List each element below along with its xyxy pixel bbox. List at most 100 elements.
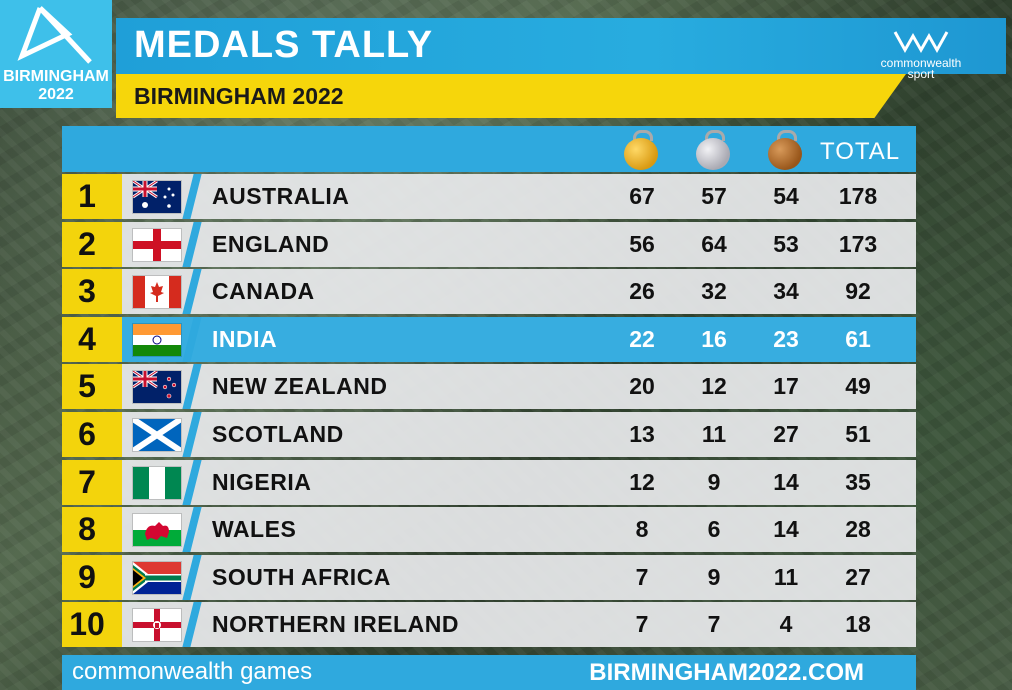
logo-city: BIRMINGHAM — [3, 68, 109, 85]
england-flag-icon — [132, 227, 182, 262]
gold-count: 67 — [629, 183, 655, 209]
bronze-count: 17 — [773, 373, 799, 400]
new-zealand-flag-icon — [132, 370, 182, 405]
silver-count: 9 — [707, 563, 721, 590]
bronze-count: 23 — [773, 325, 799, 352]
rank-cell: 9 — [62, 554, 122, 600]
table-row: 2 ENGLAND 56 64 53 173 — [62, 221, 916, 267]
row-body — [122, 554, 916, 600]
bronze-count: 4 — [779, 611, 793, 638]
gold-count: 20 — [629, 373, 655, 400]
footer-brand: commonwealth games — [72, 658, 313, 685]
rank-number: 10 — [69, 606, 105, 643]
bronze-count: 54 — [773, 183, 799, 209]
total-count: 178 — [838, 183, 878, 209]
australia-flag-icon — [132, 180, 182, 214]
row-body — [122, 459, 916, 505]
south-africa-flag-icon — [132, 560, 182, 595]
rank-cell: 1 — [62, 174, 122, 219]
logo-year: 2022 — [38, 86, 74, 103]
country-name: INDIA — [212, 325, 278, 352]
gold-medal-icon — [622, 130, 660, 170]
gold-count: 7 — [635, 563, 649, 590]
table-row: 6 SCOTLAND 13 11 27 51 — [62, 412, 916, 457]
silver-count: 32 — [701, 278, 727, 305]
footer-website-link[interactable]: BIRMINGHAM2022.COM — [589, 659, 864, 686]
rank-cell: 7 — [62, 459, 122, 505]
total-count: 18 — [845, 611, 871, 638]
table-row: 1 AUSTRALIA 67 57 54 178 — [62, 174, 916, 219]
bronze-count: 14 — [773, 468, 799, 495]
table-row: 9 SOUTH AFRICA 7 9 11 27 — [62, 554, 916, 600]
gold-count: 26 — [629, 278, 655, 305]
table-row: 3 CANADA 26 32 34 92 — [62, 269, 916, 315]
table-row: 8 WALES 8 6 14 28 — [62, 507, 916, 553]
silver-count: 11 — [701, 421, 727, 447]
silver-count: 6 — [707, 516, 721, 543]
row-body — [122, 221, 916, 267]
gold-count: 13 — [629, 421, 655, 447]
total-count: 49 — [845, 373, 871, 400]
country-name: SOUTH AFRICA — [212, 563, 391, 590]
total-count: 51 — [845, 421, 871, 447]
brand-line-2: sport — [907, 67, 935, 81]
silver-medal-icon — [694, 130, 732, 170]
silver-count: 64 — [701, 230, 727, 257]
page-title: MEDALS TALLY — [134, 24, 434, 66]
country-name: NEW ZEALAND — [212, 373, 388, 400]
bronze-medal-icon — [766, 130, 804, 170]
table-row: 10 NORTHERN IRELAND 7 7 4 18 — [62, 602, 916, 648]
silver-count: 16 — [701, 325, 727, 352]
row-body — [122, 316, 916, 362]
rank-number: 8 — [78, 511, 96, 548]
medals-table: TOTAL 1 AUSTRALIA 67 57 54 178 2 ENGLAND 56 64 53 1… — [62, 126, 916, 656]
rank-cell: 5 — [62, 364, 122, 410]
nigeria-flag-icon — [132, 465, 182, 500]
table-row: 5 NEW ZEALAND 20 12 17 49 — [62, 364, 916, 410]
games-logo-icon — [17, 6, 92, 64]
canada-flag-icon — [132, 275, 182, 310]
row-body — [122, 174, 916, 219]
bronze-count: 53 — [773, 230, 799, 257]
gold-count: 8 — [635, 516, 649, 543]
country-name: WALES — [212, 516, 297, 543]
rank-cell: 2 — [62, 221, 122, 267]
row-body — [122, 412, 916, 457]
bronze-count: 11 — [773, 563, 799, 590]
gold-count: 12 — [629, 468, 655, 495]
brand-line-1: commonwealth — [880, 56, 962, 70]
total-count: 92 — [845, 278, 871, 305]
silver-count: 57 — [701, 183, 727, 209]
birmingham-2022-logo: BIRMINGHAM 2022 — [0, 0, 112, 108]
total-count: 28 — [845, 516, 871, 543]
total-count: 27 — [845, 563, 871, 590]
subtitle-bar: BIRMINGHAM 2022 — [116, 74, 906, 118]
title-bar: MEDALS TALLY commonwealth sport — [116, 18, 1006, 80]
country-name: NIGERIA — [212, 468, 312, 495]
gold-count: 7 — [635, 611, 649, 638]
country-name: SCOTLAND — [212, 421, 344, 447]
northern-ireland-flag-icon — [132, 608, 182, 643]
rank-cell: 10 — [62, 602, 122, 648]
rank-cell: 8 — [62, 507, 122, 553]
country-name: AUSTRALIA — [212, 183, 350, 209]
page-subtitle: BIRMINGHAM 2022 — [134, 83, 344, 109]
country-name: CANADA — [212, 278, 315, 305]
rank-number: 4 — [78, 320, 96, 357]
gold-count: 22 — [629, 325, 655, 352]
rank-number: 9 — [78, 558, 96, 595]
gold-count: 56 — [629, 230, 655, 257]
rank-number: 6 — [78, 416, 96, 452]
wales-flag-icon — [132, 513, 182, 548]
silver-count: 7 — [707, 611, 721, 638]
rank-number: 7 — [78, 463, 96, 500]
table-header: TOTAL — [62, 126, 916, 172]
table-row: 7 NIGERIA 12 9 14 35 — [62, 459, 916, 505]
rank-number: 3 — [78, 273, 96, 310]
india-flag-icon — [132, 322, 182, 357]
country-name: ENGLAND — [212, 230, 330, 257]
total-count: 173 — [838, 230, 878, 257]
rank-number: 5 — [78, 368, 96, 405]
silver-count: 12 — [701, 373, 727, 400]
silver-count: 9 — [707, 468, 721, 495]
